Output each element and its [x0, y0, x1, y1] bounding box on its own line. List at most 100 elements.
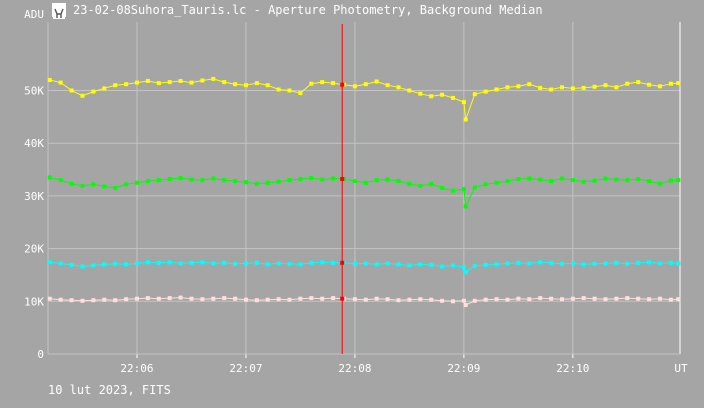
data-point: [625, 261, 630, 266]
data-point: [614, 177, 619, 182]
data-point: [668, 297, 673, 302]
data-point: [298, 262, 303, 267]
data-point: [396, 179, 401, 184]
data-point: [570, 296, 575, 301]
data-point: [516, 84, 521, 89]
data-point: [233, 296, 238, 301]
data-point: [614, 85, 619, 90]
data-point: [352, 261, 357, 266]
data-point: [124, 182, 129, 187]
data-point: [603, 261, 608, 266]
data-point: [58, 178, 63, 183]
data-point: [113, 261, 118, 266]
data-point: [461, 298, 466, 303]
data-point: [647, 82, 652, 87]
data-point: [309, 176, 314, 180]
data-point: [113, 83, 118, 88]
data-point: [320, 260, 325, 265]
data-point: [135, 261, 139, 266]
data-point: [320, 177, 325, 182]
data-point: [276, 261, 281, 266]
data-point: [658, 181, 662, 186]
data-point: [178, 261, 183, 266]
data-point: [396, 262, 401, 267]
data-point: [331, 260, 336, 265]
y-axis-label: ADU: [24, 8, 44, 21]
data-point: [560, 176, 564, 181]
data-point: [69, 298, 74, 303]
data-point: [614, 260, 619, 265]
data-point: [505, 85, 510, 90]
data-point: [527, 297, 532, 302]
data-point: [80, 264, 85, 269]
data-point: [472, 92, 477, 97]
data-point: [352, 84, 357, 89]
data-point: [581, 85, 586, 90]
data-point: [47, 78, 52, 82]
series-3: [47, 260, 681, 275]
data-point: [603, 83, 608, 88]
data-point: [167, 296, 172, 301]
y-tick-label: 20K: [24, 243, 44, 256]
cursor-marker: [340, 177, 345, 181]
data-point: [407, 181, 412, 186]
data-point: [407, 297, 412, 302]
x-tick-label: 22:09: [447, 362, 480, 375]
data-point: [570, 261, 575, 266]
data-point: [463, 117, 468, 122]
data-point: [418, 262, 423, 267]
data-point: [244, 261, 248, 266]
data-point: [483, 182, 488, 187]
data-point: [309, 260, 314, 265]
data-point: [385, 297, 390, 302]
chart-axes: 0 10K 20K 30K 40K 50K ADU 22:06 22:07 22:08 22:09 2…: [24, 8, 688, 375]
data-point: [91, 182, 96, 187]
data-point: [505, 261, 510, 266]
data-point: [472, 298, 477, 303]
data-point: [331, 296, 336, 301]
window-title: 23-02-08Suhora_Tauris.lc - Aperture Phot…: [73, 3, 543, 17]
data-point: [461, 100, 466, 105]
data-point: [676, 261, 681, 266]
series-4: [47, 295, 681, 307]
data-point: [102, 86, 107, 91]
app-icon[interactable]: [52, 3, 66, 19]
data-point: [668, 260, 673, 265]
data-point: [244, 180, 248, 185]
data-point: [222, 296, 227, 301]
data-point: [58, 80, 63, 85]
cursor-marker: [340, 82, 345, 87]
data-point: [592, 296, 597, 301]
data-point: [429, 297, 434, 302]
data-point: [385, 83, 390, 88]
data-point: [352, 179, 357, 184]
data-point: [407, 88, 412, 93]
title-bar: 23-02-08Suhora_Tauris.lc - Aperture Phot…: [0, 0, 704, 22]
data-point: [167, 80, 172, 85]
data-point: [592, 84, 597, 89]
data-point: [549, 87, 554, 92]
data-point: [592, 261, 597, 266]
data-point: [113, 186, 118, 190]
data-point: [385, 261, 390, 266]
y-tick-label: 40K: [24, 137, 44, 150]
data-point: [69, 181, 74, 186]
data-point: [463, 204, 468, 209]
y-tick-label: 0: [37, 348, 44, 361]
data-point: [668, 81, 673, 86]
data-point: [276, 297, 281, 302]
data-point: [178, 79, 183, 83]
data-point: [636, 296, 641, 301]
data-point: [309, 296, 314, 301]
data-point: [363, 261, 368, 266]
data-point: [200, 260, 205, 265]
data-point: [222, 80, 227, 85]
data-point: [320, 80, 325, 85]
data-point: [189, 177, 194, 182]
data-point: [658, 84, 662, 89]
data-point: [352, 297, 357, 302]
data-point: [80, 93, 85, 98]
data-point: [676, 81, 681, 86]
